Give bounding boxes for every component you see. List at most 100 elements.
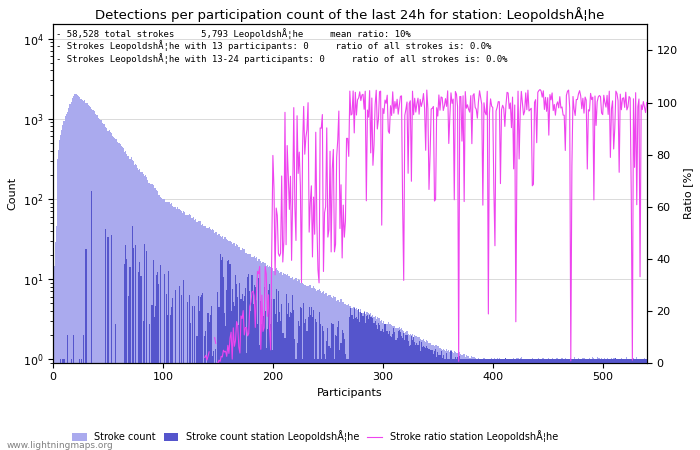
Bar	[60, 135, 62, 450]
Bar	[388, 334, 389, 450]
Bar	[521, 359, 522, 450]
Bar	[508, 359, 509, 450]
Bar	[347, 359, 348, 450]
Bar	[540, 359, 542, 450]
Bar	[524, 359, 525, 450]
Bar	[139, 262, 141, 450]
Bar	[425, 342, 426, 450]
Bar	[469, 358, 470, 450]
Bar	[256, 257, 257, 450]
Bar	[358, 309, 359, 450]
Bar	[299, 280, 300, 450]
Bar	[337, 327, 338, 450]
Bar	[563, 359, 564, 450]
Bar	[305, 319, 307, 450]
Bar	[325, 359, 326, 450]
Bar	[614, 359, 615, 450]
Bar	[132, 226, 133, 450]
Bar	[421, 342, 422, 450]
Bar	[367, 312, 368, 450]
Bar	[268, 267, 269, 450]
Bar	[57, 159, 58, 450]
Bar	[470, 359, 471, 450]
Bar	[563, 359, 564, 450]
Bar	[422, 340, 423, 450]
Bar	[330, 324, 332, 450]
Bar	[151, 305, 153, 450]
Stroke ratio station LeopoldshÅ¦he	[454, 104, 462, 109]
Bar	[144, 244, 145, 450]
Bar	[517, 359, 519, 450]
Bar	[503, 359, 504, 450]
Bar	[189, 214, 190, 450]
Bar	[542, 359, 544, 450]
Bar	[197, 221, 199, 450]
Bar	[224, 313, 225, 450]
Bar	[363, 312, 365, 450]
Bar	[209, 322, 210, 450]
Bar	[621, 358, 622, 450]
Bar	[228, 261, 230, 450]
Bar	[410, 345, 411, 450]
Bar	[513, 359, 514, 450]
Bar	[168, 202, 169, 450]
Bar	[357, 310, 358, 450]
Bar	[247, 277, 248, 450]
Bar	[180, 210, 181, 450]
Bar	[368, 319, 369, 450]
Bar	[294, 339, 295, 450]
Bar	[85, 249, 87, 450]
Bar	[500, 359, 501, 450]
Bar	[201, 225, 202, 450]
Bar	[101, 120, 102, 450]
Bar	[181, 295, 182, 450]
Bar	[513, 358, 514, 450]
Bar	[203, 226, 204, 450]
Bar	[531, 359, 532, 450]
Bar	[448, 350, 449, 450]
Bar	[484, 359, 486, 450]
Bar	[419, 351, 421, 450]
Bar	[346, 359, 347, 450]
Bar	[122, 148, 124, 450]
Bar	[438, 346, 440, 450]
Bar	[374, 316, 376, 450]
Bar	[181, 211, 182, 450]
Bar	[70, 104, 71, 450]
Bar	[436, 357, 438, 450]
Bar	[586, 359, 587, 450]
Bar	[514, 359, 515, 450]
Bar	[608, 359, 609, 450]
Bar	[313, 286, 314, 450]
Bar	[258, 259, 259, 450]
Bar	[531, 359, 532, 450]
Bar	[85, 103, 87, 450]
Bar	[266, 266, 267, 450]
Bar	[498, 359, 499, 450]
Bar	[288, 303, 289, 450]
Bar	[212, 230, 213, 450]
Bar	[492, 359, 493, 450]
Bar	[355, 309, 356, 450]
Bar	[271, 269, 272, 450]
Bar	[394, 326, 395, 450]
Bar	[74, 94, 76, 450]
Bar	[552, 358, 553, 450]
Bar	[222, 236, 223, 450]
Bar	[204, 336, 205, 450]
Bar	[568, 359, 569, 450]
Bar	[315, 288, 316, 450]
Bar	[466, 355, 467, 450]
Bar	[156, 190, 157, 450]
Bar	[278, 271, 279, 450]
Bar	[223, 277, 224, 450]
Bar	[579, 359, 580, 450]
Bar	[557, 359, 558, 450]
Bar	[559, 359, 561, 450]
Bar	[93, 110, 95, 450]
Bar	[476, 359, 477, 450]
Bar	[434, 351, 435, 450]
Bar	[207, 228, 209, 450]
Bar	[544, 359, 545, 450]
Bar	[302, 359, 303, 450]
